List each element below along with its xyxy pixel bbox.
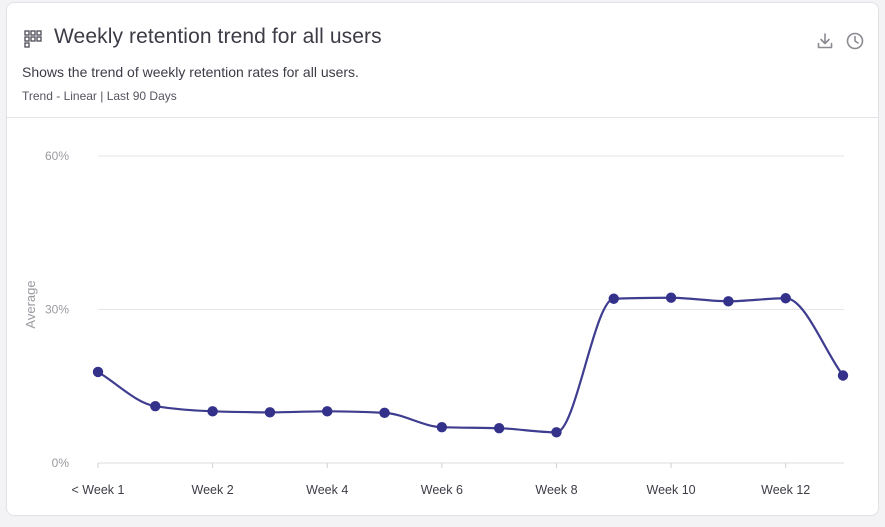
x-tick-label: Week 10 xyxy=(647,483,696,497)
x-tick-label: Week 8 xyxy=(535,483,577,497)
data-point[interactable] xyxy=(264,407,276,418)
card-header: Weekly retention trend for all users Sho… xyxy=(7,3,878,118)
data-point[interactable] xyxy=(92,366,104,378)
data-point[interactable] xyxy=(608,293,619,304)
chart-meta: Trend - Linear | Last 90 Days xyxy=(22,89,177,103)
data-point[interactable] xyxy=(493,423,505,434)
data-point[interactable] xyxy=(150,401,161,412)
y-tick-label: 30% xyxy=(45,303,69,317)
y-tick-label: 60% xyxy=(45,149,69,163)
chart-subtitle: Shows the trend of weekly retention rate… xyxy=(22,64,359,80)
x-tick-label: Week 12 xyxy=(761,483,810,497)
x-tick-label: Week 6 xyxy=(421,483,463,497)
history-icon[interactable] xyxy=(845,31,865,51)
x-tick-label: Week 2 xyxy=(192,483,234,497)
y-tick-label: 0% xyxy=(52,456,70,470)
download-icon[interactable] xyxy=(815,31,835,51)
line-chart: 0% 30% 60% Average < Week 1 Week 2 Week 4 Week … xyxy=(23,149,849,497)
data-point[interactable] xyxy=(379,407,390,419)
data-point[interactable] xyxy=(436,421,448,433)
data-point[interactable] xyxy=(551,427,562,438)
x-tick-label: < Week 1 xyxy=(72,483,125,497)
data-point[interactable] xyxy=(665,292,677,303)
chart-title: Weekly retention trend for all users xyxy=(54,25,382,48)
data-point[interactable] xyxy=(837,370,849,381)
grid-icon xyxy=(24,30,42,48)
data-point[interactable] xyxy=(322,406,333,417)
y-axis-label: Average xyxy=(23,280,38,328)
data-point[interactable] xyxy=(723,296,734,307)
data-point[interactable] xyxy=(780,293,791,304)
x-tick-label: Week 4 xyxy=(306,483,348,497)
data-point[interactable] xyxy=(207,406,218,417)
chart-card: Weekly retention trend for all users Sho… xyxy=(6,2,879,516)
